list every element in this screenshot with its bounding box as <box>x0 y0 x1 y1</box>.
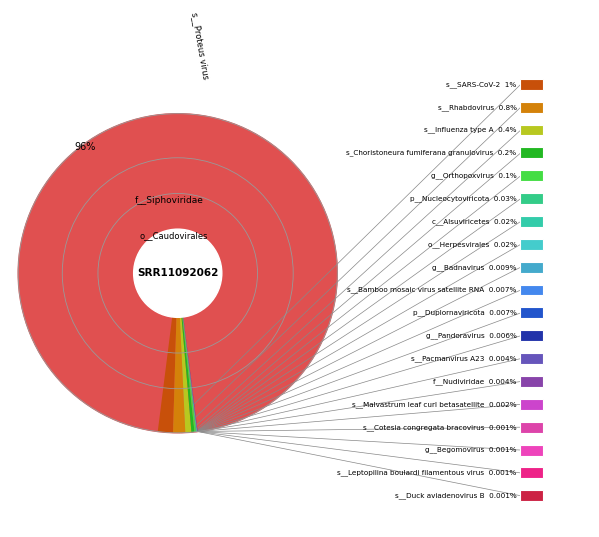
Text: c__Alsuviricetes  0.02%: c__Alsuviricetes 0.02% <box>431 218 516 225</box>
Wedge shape <box>178 273 198 432</box>
Text: g__Badnavirus  0.009%: g__Badnavirus 0.009% <box>432 264 516 271</box>
Text: g__Begomovirus  0.001%: g__Begomovirus 0.001% <box>425 447 516 453</box>
Bar <box>520 79 543 90</box>
Text: s__Cotesia congregata bracovirus  0.001%: s__Cotesia congregata bracovirus 0.001% <box>363 424 516 431</box>
Wedge shape <box>178 273 198 432</box>
Wedge shape <box>178 273 192 433</box>
Wedge shape <box>178 273 198 432</box>
Bar <box>520 101 543 113</box>
Bar <box>520 490 543 501</box>
Text: f__Siphoviridae: f__Siphoviridae <box>135 195 204 205</box>
Text: o__Caudovirales: o__Caudovirales <box>140 231 208 241</box>
Wedge shape <box>178 273 197 432</box>
Wedge shape <box>178 273 197 432</box>
Text: s__Malvastrum leaf curl betasatellite  0.002%: s__Malvastrum leaf curl betasatellite 0.… <box>352 401 516 408</box>
Bar <box>520 193 543 204</box>
Bar <box>520 308 543 318</box>
Text: s__Bamboo mosaic virus satellite RNA  0.007%: s__Bamboo mosaic virus satellite RNA 0.0… <box>347 287 516 293</box>
Wedge shape <box>178 273 197 432</box>
Wedge shape <box>178 273 196 432</box>
Bar <box>520 216 543 227</box>
Bar <box>520 353 543 364</box>
Wedge shape <box>178 273 198 432</box>
Text: 96%: 96% <box>75 142 96 153</box>
Wedge shape <box>178 273 198 432</box>
Text: g__Orthopoxvirus  0.1%: g__Orthopoxvirus 0.1% <box>431 172 516 179</box>
Bar <box>520 239 543 250</box>
Text: s__Duck aviadenovirus B  0.001%: s__Duck aviadenovirus B 0.001% <box>395 492 516 499</box>
Bar <box>520 285 543 295</box>
Circle shape <box>18 114 337 433</box>
Bar <box>520 399 543 410</box>
Bar <box>520 170 543 181</box>
Text: g__Pandoravirus  0.006%: g__Pandoravirus 0.006% <box>426 332 516 339</box>
Text: o__Herpesvirales  0.02%: o__Herpesvirales 0.02% <box>428 241 516 248</box>
Bar <box>520 445 543 455</box>
Wedge shape <box>178 273 198 432</box>
Wedge shape <box>173 273 185 433</box>
Wedge shape <box>178 273 198 432</box>
Text: s__SARS-CoV-2  1%: s__SARS-CoV-2 1% <box>446 81 516 88</box>
Text: s__Influenza type A  0.4%: s__Influenza type A 0.4% <box>424 127 516 133</box>
Bar <box>520 148 543 158</box>
Text: s__Pacmanvirus A23  0.004%: s__Pacmanvirus A23 0.004% <box>411 355 516 362</box>
Text: s__Leptopilina boulardi filamentous virus  0.001%: s__Leptopilina boulardi filamentous viru… <box>337 469 516 476</box>
Wedge shape <box>158 273 178 433</box>
Text: s__Proteus virus: s__Proteus virus <box>190 12 211 80</box>
Text: p__Duplornaviricota  0.007%: p__Duplornaviricota 0.007% <box>413 309 516 316</box>
Wedge shape <box>178 273 197 432</box>
Bar <box>520 330 543 341</box>
Wedge shape <box>178 273 195 432</box>
Text: p__Nucleocytoviricota  0.03%: p__Nucleocytoviricota 0.03% <box>410 195 516 202</box>
Wedge shape <box>178 273 196 432</box>
Bar <box>520 262 543 273</box>
Wedge shape <box>178 273 198 432</box>
Bar <box>520 376 543 387</box>
Circle shape <box>134 229 222 317</box>
Text: s__Rhabdovirus  0.8%: s__Rhabdovirus 0.8% <box>438 104 516 111</box>
Text: f__Nudiviridae  0.004%: f__Nudiviridae 0.004% <box>433 378 516 385</box>
Text: SRR11092062: SRR11092062 <box>137 268 219 278</box>
Bar <box>520 467 543 478</box>
Wedge shape <box>178 273 198 432</box>
Bar <box>520 422 543 433</box>
Bar <box>520 125 543 135</box>
Text: s_Choristoneura fumiferana granulovirus  0.2%: s_Choristoneura fumiferana granulovirus … <box>346 149 516 156</box>
